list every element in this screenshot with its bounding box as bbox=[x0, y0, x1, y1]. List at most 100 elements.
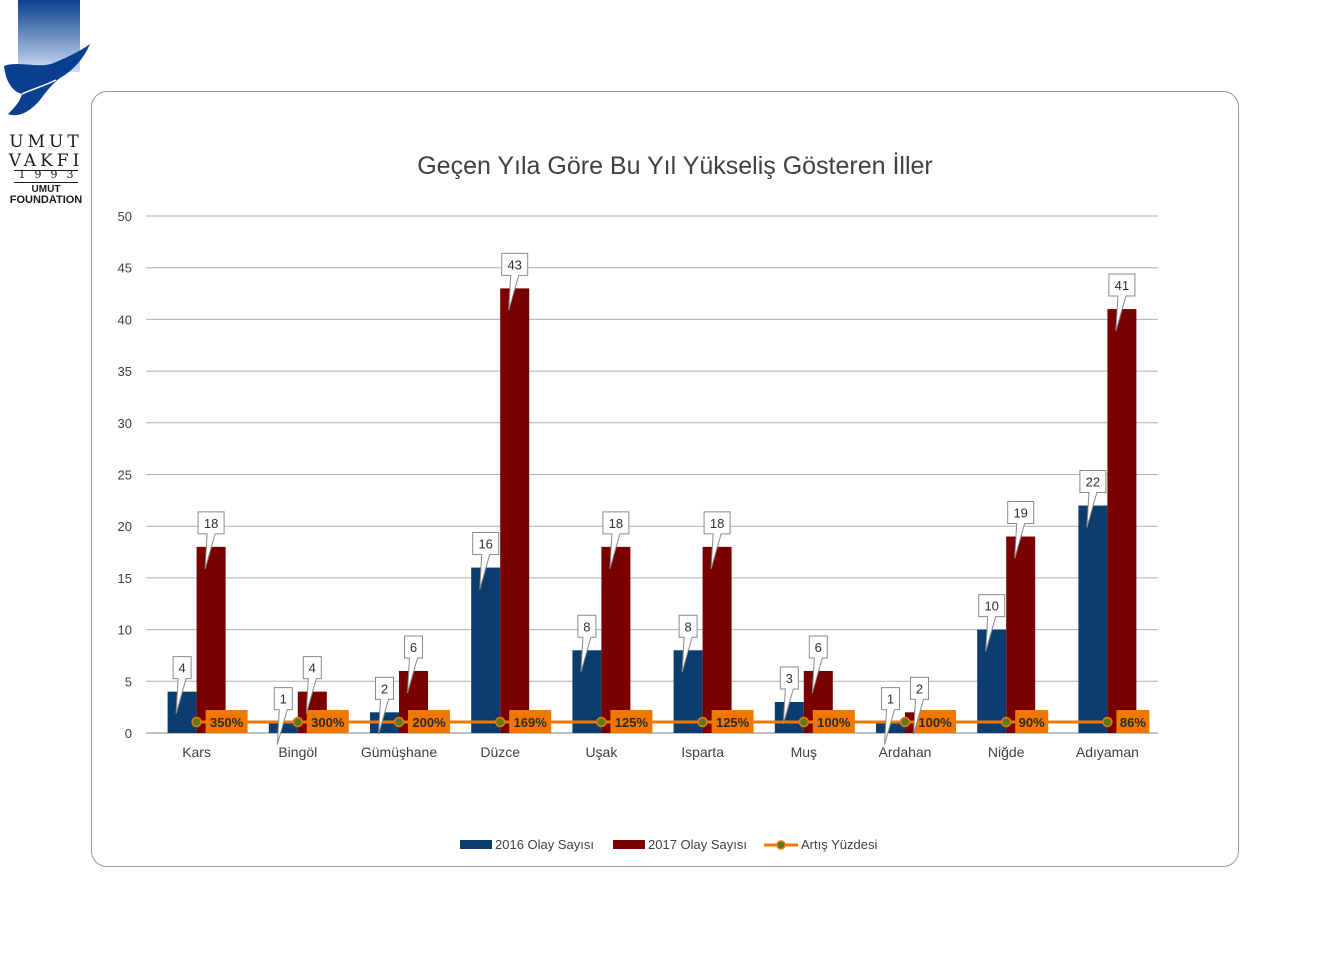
bar-2016 bbox=[268, 722, 298, 733]
chart-frame bbox=[91, 91, 1239, 867]
bar-2017 bbox=[1006, 536, 1036, 733]
data-label-callout bbox=[404, 635, 423, 694]
y-tick-label: 45 bbox=[118, 261, 132, 276]
y-tick-label: 35 bbox=[118, 364, 132, 379]
percent-marker bbox=[393, 716, 405, 728]
data-label: 43 bbox=[507, 257, 521, 272]
logo-year: 1993 bbox=[18, 168, 83, 181]
data-label-callout bbox=[978, 594, 1006, 652]
x-tick-label: Gümüşhane bbox=[361, 744, 437, 760]
percent-marker bbox=[697, 716, 708, 728]
percent-marker bbox=[1000, 716, 1012, 728]
data-label-callout bbox=[577, 614, 597, 673]
y-tick-label: 30 bbox=[118, 416, 132, 431]
data-label: 18 bbox=[609, 516, 623, 531]
x-axis: Kars Bingöl Gümüşhane Düzce Uşak Isparta Muş Ar… bbox=[182, 744, 1139, 760]
percent-label-box bbox=[1116, 710, 1150, 733]
percent-marker bbox=[798, 716, 810, 728]
bar-2017 bbox=[702, 546, 732, 733]
y-tick-label: 5 bbox=[125, 674, 132, 689]
logo-name-line2: VAKFI bbox=[8, 151, 84, 171]
data-label-callout bbox=[881, 687, 900, 745]
data-label: 4 bbox=[178, 661, 185, 676]
x-tick-label: Muş bbox=[791, 744, 817, 760]
data-label: 8 bbox=[684, 619, 691, 634]
data-label: 2 bbox=[381, 681, 388, 696]
data-label-callout bbox=[703, 511, 731, 570]
data-label: 8 bbox=[583, 619, 590, 634]
chart-title: Geçen Yıla Göre Bu Yıl Yükseliş Gösteren… bbox=[417, 151, 933, 180]
percent-marker bbox=[292, 716, 304, 728]
percent-line: 350% 300% 200% 169% 125% 125% 100% 100% 90% 86% bbox=[191, 710, 1150, 733]
x-tick-label: Ardahan bbox=[879, 744, 932, 760]
x-tick-label: Kars bbox=[182, 744, 211, 760]
data-label: 22 bbox=[1086, 475, 1100, 490]
data-label-callout bbox=[1108, 273, 1136, 332]
logo-english-line1: UMUT bbox=[31, 184, 61, 195]
percent-marker bbox=[596, 716, 607, 728]
data-label-callout bbox=[172, 656, 192, 714]
data-label-callout bbox=[1079, 470, 1107, 528]
percent-label: 350% bbox=[210, 715, 244, 730]
percent-label: 169% bbox=[514, 715, 548, 730]
bars bbox=[167, 288, 1137, 733]
data-label-callout bbox=[808, 635, 828, 694]
percent-label-box bbox=[711, 710, 754, 733]
data-label: 18 bbox=[710, 516, 724, 531]
data-label: 2 bbox=[916, 681, 923, 696]
x-tick-label: Niğde bbox=[988, 744, 1025, 760]
data-label-callout bbox=[602, 511, 630, 570]
y-tick-label: 0 bbox=[125, 726, 132, 741]
percent-label-box bbox=[205, 710, 248, 733]
percent-label-box bbox=[610, 710, 653, 733]
bar-2016 bbox=[876, 722, 905, 733]
logo-name-line1: UMUT bbox=[9, 132, 83, 152]
bar-2016 bbox=[1078, 505, 1108, 733]
legend: 2016 Olay Sayısı 2017 Olay Sayısı Artış Yü… bbox=[460, 837, 877, 852]
data-label: 6 bbox=[815, 640, 822, 655]
y-axis: 0 5 10 15 20 25 30 35 40 45 50 bbox=[118, 209, 132, 741]
bar-2017 bbox=[500, 288, 530, 733]
percent-label: 86% bbox=[1120, 715, 1146, 730]
bar-2016 bbox=[774, 701, 804, 733]
bar-2016 bbox=[471, 567, 501, 733]
y-tick-label: 40 bbox=[118, 312, 132, 327]
percent-label: 300% bbox=[311, 715, 345, 730]
data-label-callout bbox=[273, 687, 293, 745]
legend-label-percent: Artış Yüzdesi bbox=[801, 837, 877, 852]
percent-label-box bbox=[408, 710, 450, 733]
logo-english-line2: FOUNDATION bbox=[9, 194, 83, 206]
data-label-callout bbox=[910, 676, 929, 735]
y-tick-label: 25 bbox=[118, 468, 132, 483]
bar-2016 bbox=[572, 650, 602, 733]
data-label: 18 bbox=[204, 516, 218, 531]
x-tick-label: Isparta bbox=[681, 744, 724, 760]
percent-label-box bbox=[1015, 710, 1049, 733]
bar-2016 bbox=[977, 629, 1007, 733]
data-label-callout bbox=[678, 614, 698, 673]
data-label: 19 bbox=[1013, 506, 1027, 521]
percent-label-box bbox=[812, 710, 855, 733]
data-label-callout bbox=[1007, 501, 1035, 559]
percent-label-box bbox=[306, 710, 349, 733]
x-tick-label: Adıyaman bbox=[1076, 744, 1139, 760]
y-tick-label: 15 bbox=[118, 571, 132, 586]
data-label: 1 bbox=[280, 692, 287, 707]
data-label: 4 bbox=[309, 661, 316, 676]
logo-divider bbox=[14, 170, 78, 171]
y-tick-label: 20 bbox=[118, 519, 132, 534]
data-label: 1 bbox=[887, 692, 894, 707]
percent-label: 100% bbox=[817, 715, 851, 730]
percent-label-box bbox=[914, 710, 956, 733]
x-tick-label: Uşak bbox=[585, 744, 618, 760]
percent-marker bbox=[1102, 716, 1113, 728]
data-label: 41 bbox=[1115, 278, 1129, 293]
data-label: 3 bbox=[786, 671, 793, 686]
percent-marker bbox=[899, 716, 911, 728]
eagle-logo-icon bbox=[4, 0, 90, 116]
logo-divider-2 bbox=[14, 182, 78, 183]
percent-label: 90% bbox=[1019, 715, 1045, 730]
percent-label-box bbox=[509, 710, 552, 733]
legend-swatch-2017 bbox=[613, 840, 645, 849]
